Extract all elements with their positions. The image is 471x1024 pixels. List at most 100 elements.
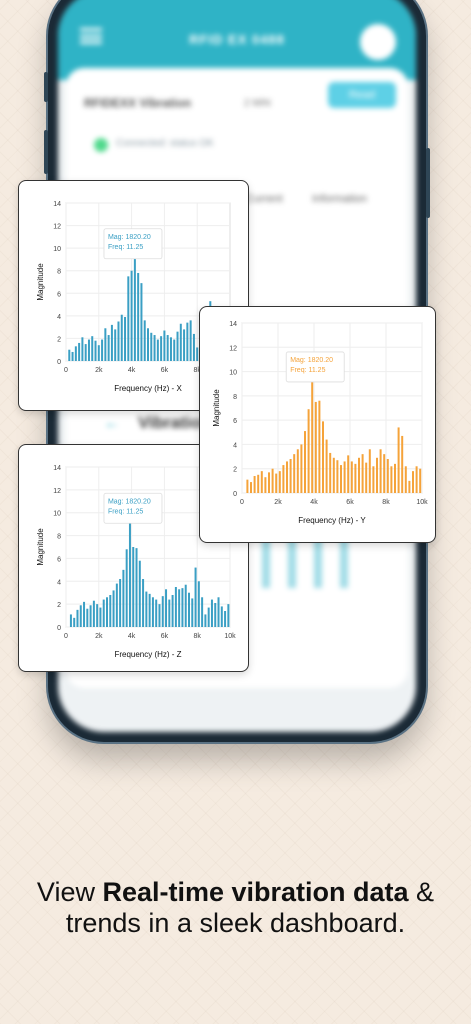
- bar: [173, 339, 176, 361]
- bar: [137, 272, 140, 361]
- profile-avatar[interactable]: [360, 24, 396, 60]
- bar: [117, 321, 120, 361]
- x-tick-label: 0: [64, 367, 68, 374]
- caption-prefix: View: [36, 877, 103, 907]
- bar: [383, 454, 386, 493]
- bar: [89, 605, 92, 627]
- bar: [419, 468, 422, 493]
- bar: [394, 463, 396, 493]
- bar: [169, 337, 172, 361]
- bar: [114, 329, 117, 361]
- y-tick-label: 0: [57, 359, 61, 366]
- bar: [148, 593, 151, 627]
- y-tick-label: 8: [57, 269, 61, 276]
- x-tick-label: 6k: [346, 499, 354, 506]
- bar: [340, 465, 342, 493]
- bar: [150, 332, 153, 361]
- bar: [115, 583, 118, 627]
- y-tick-label: 4: [233, 442, 237, 449]
- bar: [96, 604, 99, 627]
- bar: [176, 331, 179, 361]
- y-tick-label: 12: [53, 224, 61, 231]
- bar: [165, 589, 168, 627]
- bar: [286, 461, 288, 493]
- y-tick-label: 14: [53, 465, 61, 472]
- bar: [178, 589, 181, 627]
- tooltip-frequency: Freq: 11.25: [108, 244, 143, 251]
- caption: View Real-time vibration data & trends i…: [0, 877, 471, 939]
- bar: [214, 603, 217, 627]
- x-tick-label: 4k: [128, 633, 136, 640]
- bar: [119, 579, 122, 627]
- bar: [275, 473, 278, 493]
- bar: [168, 599, 171, 627]
- bar: [110, 324, 113, 361]
- bar: [257, 474, 260, 493]
- bar: [138, 560, 141, 627]
- bar: [147, 328, 149, 361]
- y-tick-label: 8: [233, 394, 237, 401]
- bar: [107, 335, 110, 361]
- read-button[interactable]: Read: [328, 82, 396, 108]
- bar: [358, 457, 360, 493]
- bar: [76, 609, 79, 627]
- bar: [120, 314, 123, 361]
- y-tick-label: 12: [229, 345, 237, 352]
- bar: [92, 600, 95, 627]
- bar: [166, 335, 169, 361]
- bar: [130, 270, 133, 361]
- bar: [397, 427, 400, 493]
- bar: [122, 569, 125, 627]
- tooltip-magnitude: Mag: 1820.20: [290, 357, 333, 364]
- bar: [81, 337, 84, 361]
- bar: [300, 444, 303, 493]
- bar: [97, 345, 100, 361]
- x-tick-label: 10k: [224, 633, 236, 640]
- bar: [401, 435, 404, 493]
- caption-suffix: & trends in a sleek dashboard.: [65, 877, 435, 938]
- bar: [79, 605, 82, 627]
- tab-current[interactable]: Current: [246, 193, 283, 205]
- caption-highlight: Real-time vibration data: [102, 877, 409, 907]
- bar: [372, 466, 375, 493]
- bar: [217, 597, 220, 627]
- tab-information[interactable]: Information: [312, 193, 368, 205]
- bar: [188, 592, 190, 627]
- bar: [69, 614, 72, 627]
- menu-icon[interactable]: [80, 28, 102, 44]
- x-axis-label: Frequency (Hz) - Z: [114, 650, 181, 659]
- bar: [171, 595, 174, 627]
- bar: [322, 421, 324, 493]
- x-tick-label: 8k: [382, 499, 390, 506]
- bar: [84, 344, 87, 361]
- bar: [332, 457, 335, 493]
- y-tick-label: 12: [53, 488, 61, 495]
- bar: [125, 549, 128, 627]
- app-title: RFID EX 0488: [189, 32, 285, 47]
- phone-side-button: [44, 72, 48, 102]
- bar: [196, 347, 199, 361]
- y-tick-label: 0: [57, 625, 61, 632]
- bar: [278, 471, 281, 493]
- bar: [68, 349, 71, 361]
- bar: [104, 328, 107, 361]
- bar: [133, 256, 136, 361]
- bar: [415, 466, 418, 493]
- bar: [296, 449, 299, 493]
- bar: [311, 381, 314, 493]
- bar: [142, 579, 145, 627]
- bar: [253, 476, 256, 493]
- back-arrow-icon[interactable]: ←: [104, 415, 120, 432]
- bar: [408, 480, 411, 493]
- bar: [365, 462, 368, 493]
- bar: [307, 409, 310, 493]
- bar: [368, 449, 371, 493]
- y-tick-label: 0: [233, 491, 237, 498]
- bar: [91, 336, 94, 361]
- tooltip-magnitude: Mag: 1820.20: [108, 498, 151, 505]
- bar: [140, 283, 143, 361]
- bar: [127, 276, 130, 361]
- time-range-label[interactable]: 2 MIN: [244, 98, 271, 109]
- bar: [86, 608, 89, 627]
- connection-status-text: Connected: status OK: [116, 138, 214, 149]
